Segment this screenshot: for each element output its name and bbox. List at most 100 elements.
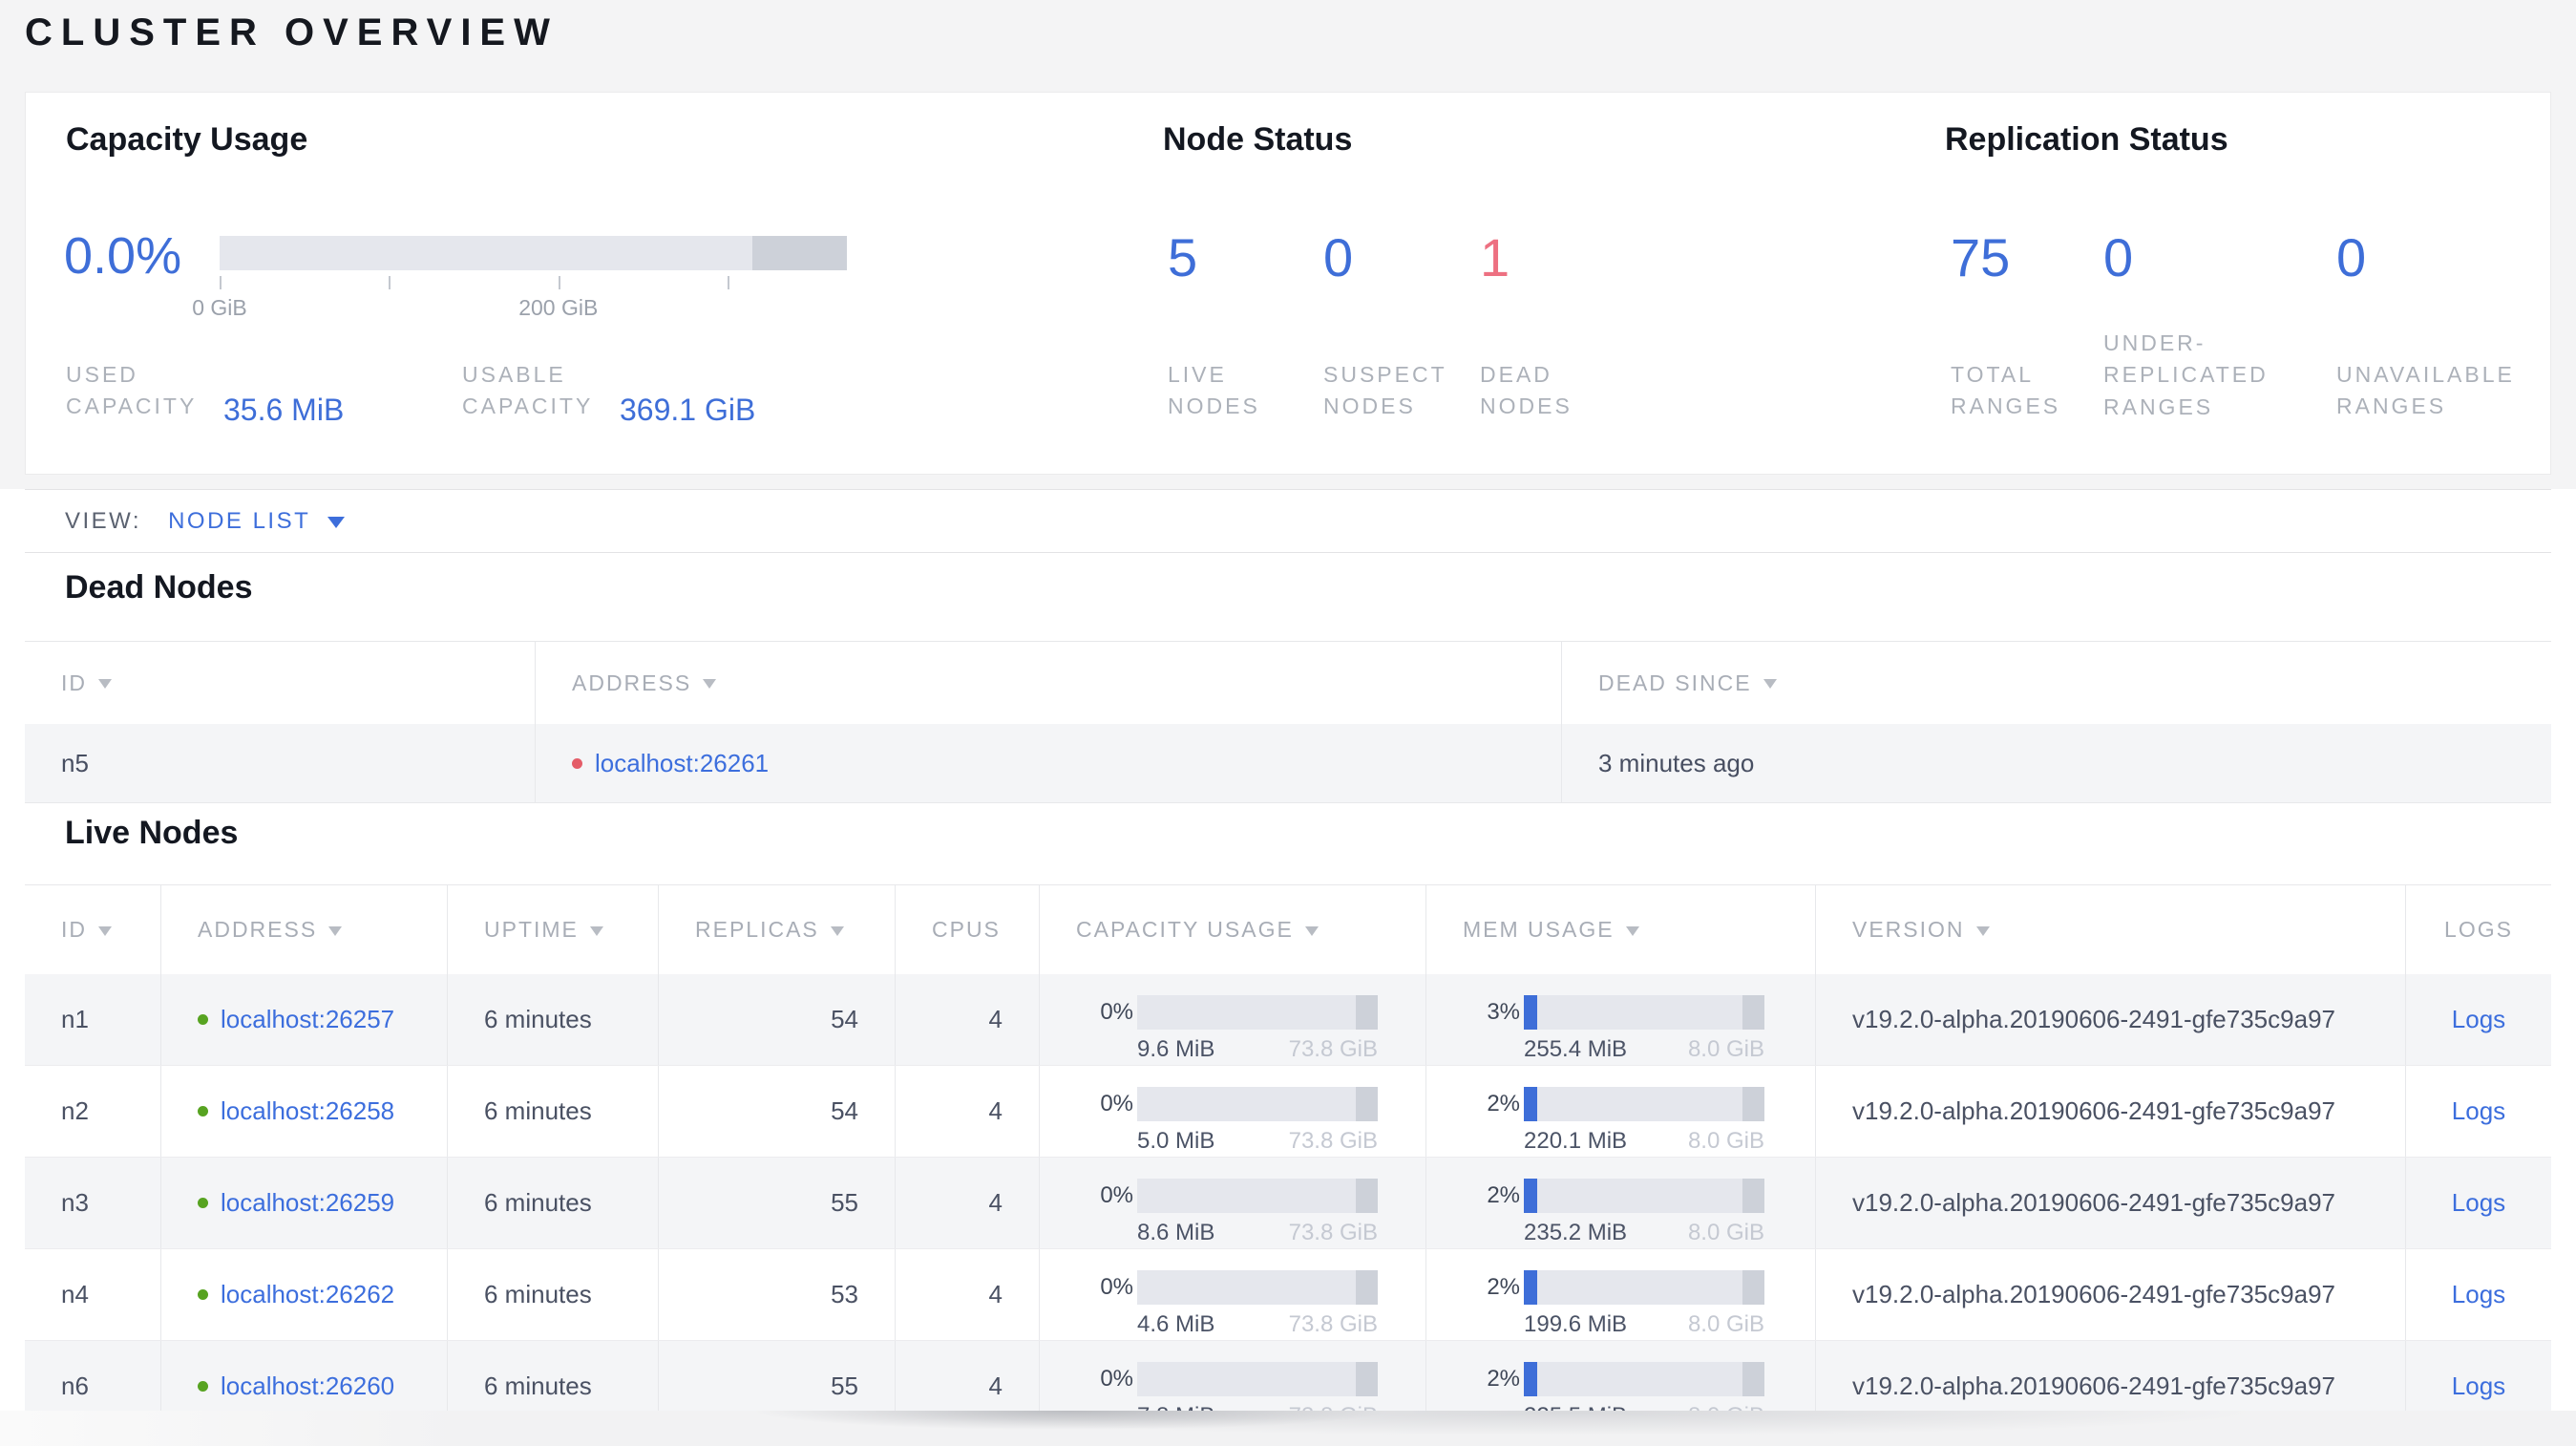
memory-usage-cell: 2% 235.2 MiB 8.0 GiB (1425, 1158, 1815, 1248)
memory-used-value: 235.2 MiB (1524, 1220, 1628, 1245)
replication-stat: 75 TOTAL RANGES (1951, 231, 2170, 419)
capacity-used-value: 8.6 MiB (1137, 1220, 1215, 1245)
memory-usage-cell: 2% 220.1 MiB 8.0 GiB (1425, 1066, 1815, 1157)
sort-caret-icon (589, 925, 603, 936)
memory-usage-fill (1524, 995, 1537, 1030)
memory-usage-labels: 255.4 MiB 8.0 GiB (1524, 1036, 1764, 1063)
column-header-label: REPLICAS (695, 917, 819, 942)
column-header-mem-usage[interactable]: MEM USAGE (1425, 885, 1815, 974)
column-header-replicas[interactable]: REPLICAS (658, 885, 895, 974)
sort-caret-icon (98, 925, 112, 936)
capacity-usage-reserved-segment (1356, 1362, 1378, 1396)
node-id: n3 (61, 1188, 89, 1217)
capacity-usage-meter: 0% (1076, 1179, 1425, 1213)
stat-label: USED CAPACITY (66, 362, 198, 419)
capacity-usage-bar (1137, 1087, 1378, 1121)
logs-link[interactable]: Logs (2451, 1280, 2506, 1308)
node-cpus: 4 (895, 1066, 1039, 1157)
node-status-heading: Node Status (1163, 121, 1353, 158)
memory-total-value: 8.0 GiB (1688, 1403, 1764, 1411)
memory-usage-bar (1524, 995, 1764, 1030)
memory-usage-fill (1524, 1270, 1537, 1305)
node-logs-cell: Logs (2405, 1066, 2551, 1157)
column-header-id[interactable]: ID (25, 642, 535, 724)
node-address-link[interactable]: localhost:26257 (221, 1005, 395, 1033)
capacity-total-value: 73.8 GiB (1289, 1403, 1378, 1411)
node-address-link[interactable]: localhost:26261 (595, 748, 770, 777)
capacity-usage-percent: 0% (1100, 999, 1133, 1025)
live-status-dot (198, 1106, 208, 1116)
replication-stat: 0 UNDER- REPLICATED RANGES (2103, 231, 2323, 419)
axis-tick (728, 276, 730, 289)
node-uptime: 6 minutes (447, 1158, 658, 1248)
capacity-usage-percent: 0% (1100, 1091, 1133, 1116)
capacity-usage-cell: 0% 9.6 MiB 73.8 GiB (1039, 974, 1425, 1065)
capacity-usage-labels: 4.6 MiB 73.8 GiB (1137, 1311, 1378, 1338)
live-status-dot (198, 1381, 208, 1392)
node-address-link[interactable]: localhost:26260 (221, 1372, 395, 1400)
node-replicas: 55 (658, 1341, 895, 1411)
node-address-link[interactable]: localhost:26262 (221, 1280, 395, 1308)
logs-link[interactable]: Logs (2451, 1096, 2506, 1125)
column-header-capacity-usage[interactable]: CAPACITY USAGE (1039, 885, 1425, 974)
axis-tick-label: 200 GiB (518, 295, 599, 320)
memory-usage-meter: 2% (1463, 1179, 1815, 1213)
axis-tick (389, 276, 391, 289)
node-address-link[interactable]: localhost:26258 (221, 1096, 395, 1125)
logs-link[interactable]: Logs (2451, 1372, 2506, 1400)
column-header-address[interactable]: ADDRESS (535, 642, 1561, 724)
node-replicas: 53 (658, 1249, 895, 1340)
memory-used-value: 199.6 MiB (1524, 1311, 1628, 1337)
memory-usage-reserved-segment (1742, 995, 1764, 1030)
node-cpus: 4 (895, 1249, 1039, 1340)
node-address-cell: localhost:26258 (160, 1066, 447, 1157)
capacity-usage-meter: 0% (1076, 995, 1425, 1030)
capacity-usage-heading: Capacity Usage (66, 121, 308, 158)
node-address-cell: localhost:26260 (160, 1341, 447, 1411)
memory-usage-bar (1524, 1179, 1764, 1213)
column-header-address[interactable]: ADDRESS (160, 885, 447, 974)
node-version: v19.2.0-alpha.20190606-2491-gfe735c9a97 (1815, 1341, 2405, 1411)
capacity-total-value: 73.8 GiB (1288, 1311, 1378, 1337)
capacity-usage-labels: 9.6 MiB 73.8 GiB (1137, 1036, 1378, 1063)
logs-link[interactable]: Logs (2451, 1005, 2506, 1033)
column-header-id[interactable]: ID (25, 885, 160, 974)
memory-usage-reserved-segment (1742, 1179, 1764, 1213)
capacity-usage-cell: 0% 7.8 MiB 73.8 GiB (1039, 1341, 1425, 1411)
dead-since: 3 minutes ago (1561, 724, 2551, 802)
dead-status-dot (572, 757, 582, 769)
memory-usage-percent: 2% (1487, 1274, 1520, 1300)
live-node-row: n4 localhost:26262 6 minutes 53 4 0% 4.6 MiB 73… (25, 1249, 2551, 1341)
column-header-label: VERSION (1852, 917, 1965, 942)
node-uptime: 6 minutes (447, 974, 658, 1065)
node-id: n2 (61, 1096, 89, 1125)
capacity-usage-labels: 5.0 MiB 73.8 GiB (1137, 1128, 1378, 1155)
view-dropdown[interactable]: NODE LIST (168, 507, 346, 535)
capacity-usage-reserved-segment (1356, 1270, 1378, 1305)
column-header-dead-since[interactable]: DEAD SINCE (1561, 642, 2551, 724)
memory-usage-bar (1524, 1270, 1764, 1305)
stat-number: 0 (2336, 227, 2367, 287)
view-dropdown-value: NODE LIST (168, 507, 311, 534)
column-header-logs: LOGS (2405, 885, 2551, 974)
node-cpus: 4 (895, 974, 1039, 1065)
node-replicas: 55 (658, 1158, 895, 1248)
column-header-version[interactable]: VERSION (1815, 885, 2405, 974)
capacity-usage-bar (1137, 1270, 1378, 1305)
capacity-meter-bar (220, 236, 847, 270)
stat-label: DEAD NODES (1480, 362, 1573, 419)
capacity-total-value: 73.8 GiB (1288, 1036, 1378, 1062)
node-address-link[interactable]: localhost:26259 (221, 1188, 395, 1217)
node-status-stat: 1 DEAD NODES (1480, 231, 1700, 419)
sort-caret-icon (328, 925, 343, 936)
node-address-cell: localhost:26262 (160, 1249, 447, 1340)
memory-total-value: 8.0 GiB (1687, 1128, 1764, 1154)
capacity-usage-meter: 0% (1076, 1270, 1425, 1305)
memory-usage-labels: 235.2 MiB 8.0 GiB (1524, 1220, 1764, 1246)
logs-link[interactable]: Logs (2451, 1188, 2506, 1217)
column-header-uptime[interactable]: UPTIME (447, 885, 658, 974)
node-version: v19.2.0-alpha.20190606-2491-gfe735c9a97 (1815, 974, 2405, 1065)
dead-node-row: n5 localhost:26261 3 minutes ago (25, 724, 2551, 802)
capacity-used-value: 7.8 MiB (1137, 1403, 1214, 1411)
